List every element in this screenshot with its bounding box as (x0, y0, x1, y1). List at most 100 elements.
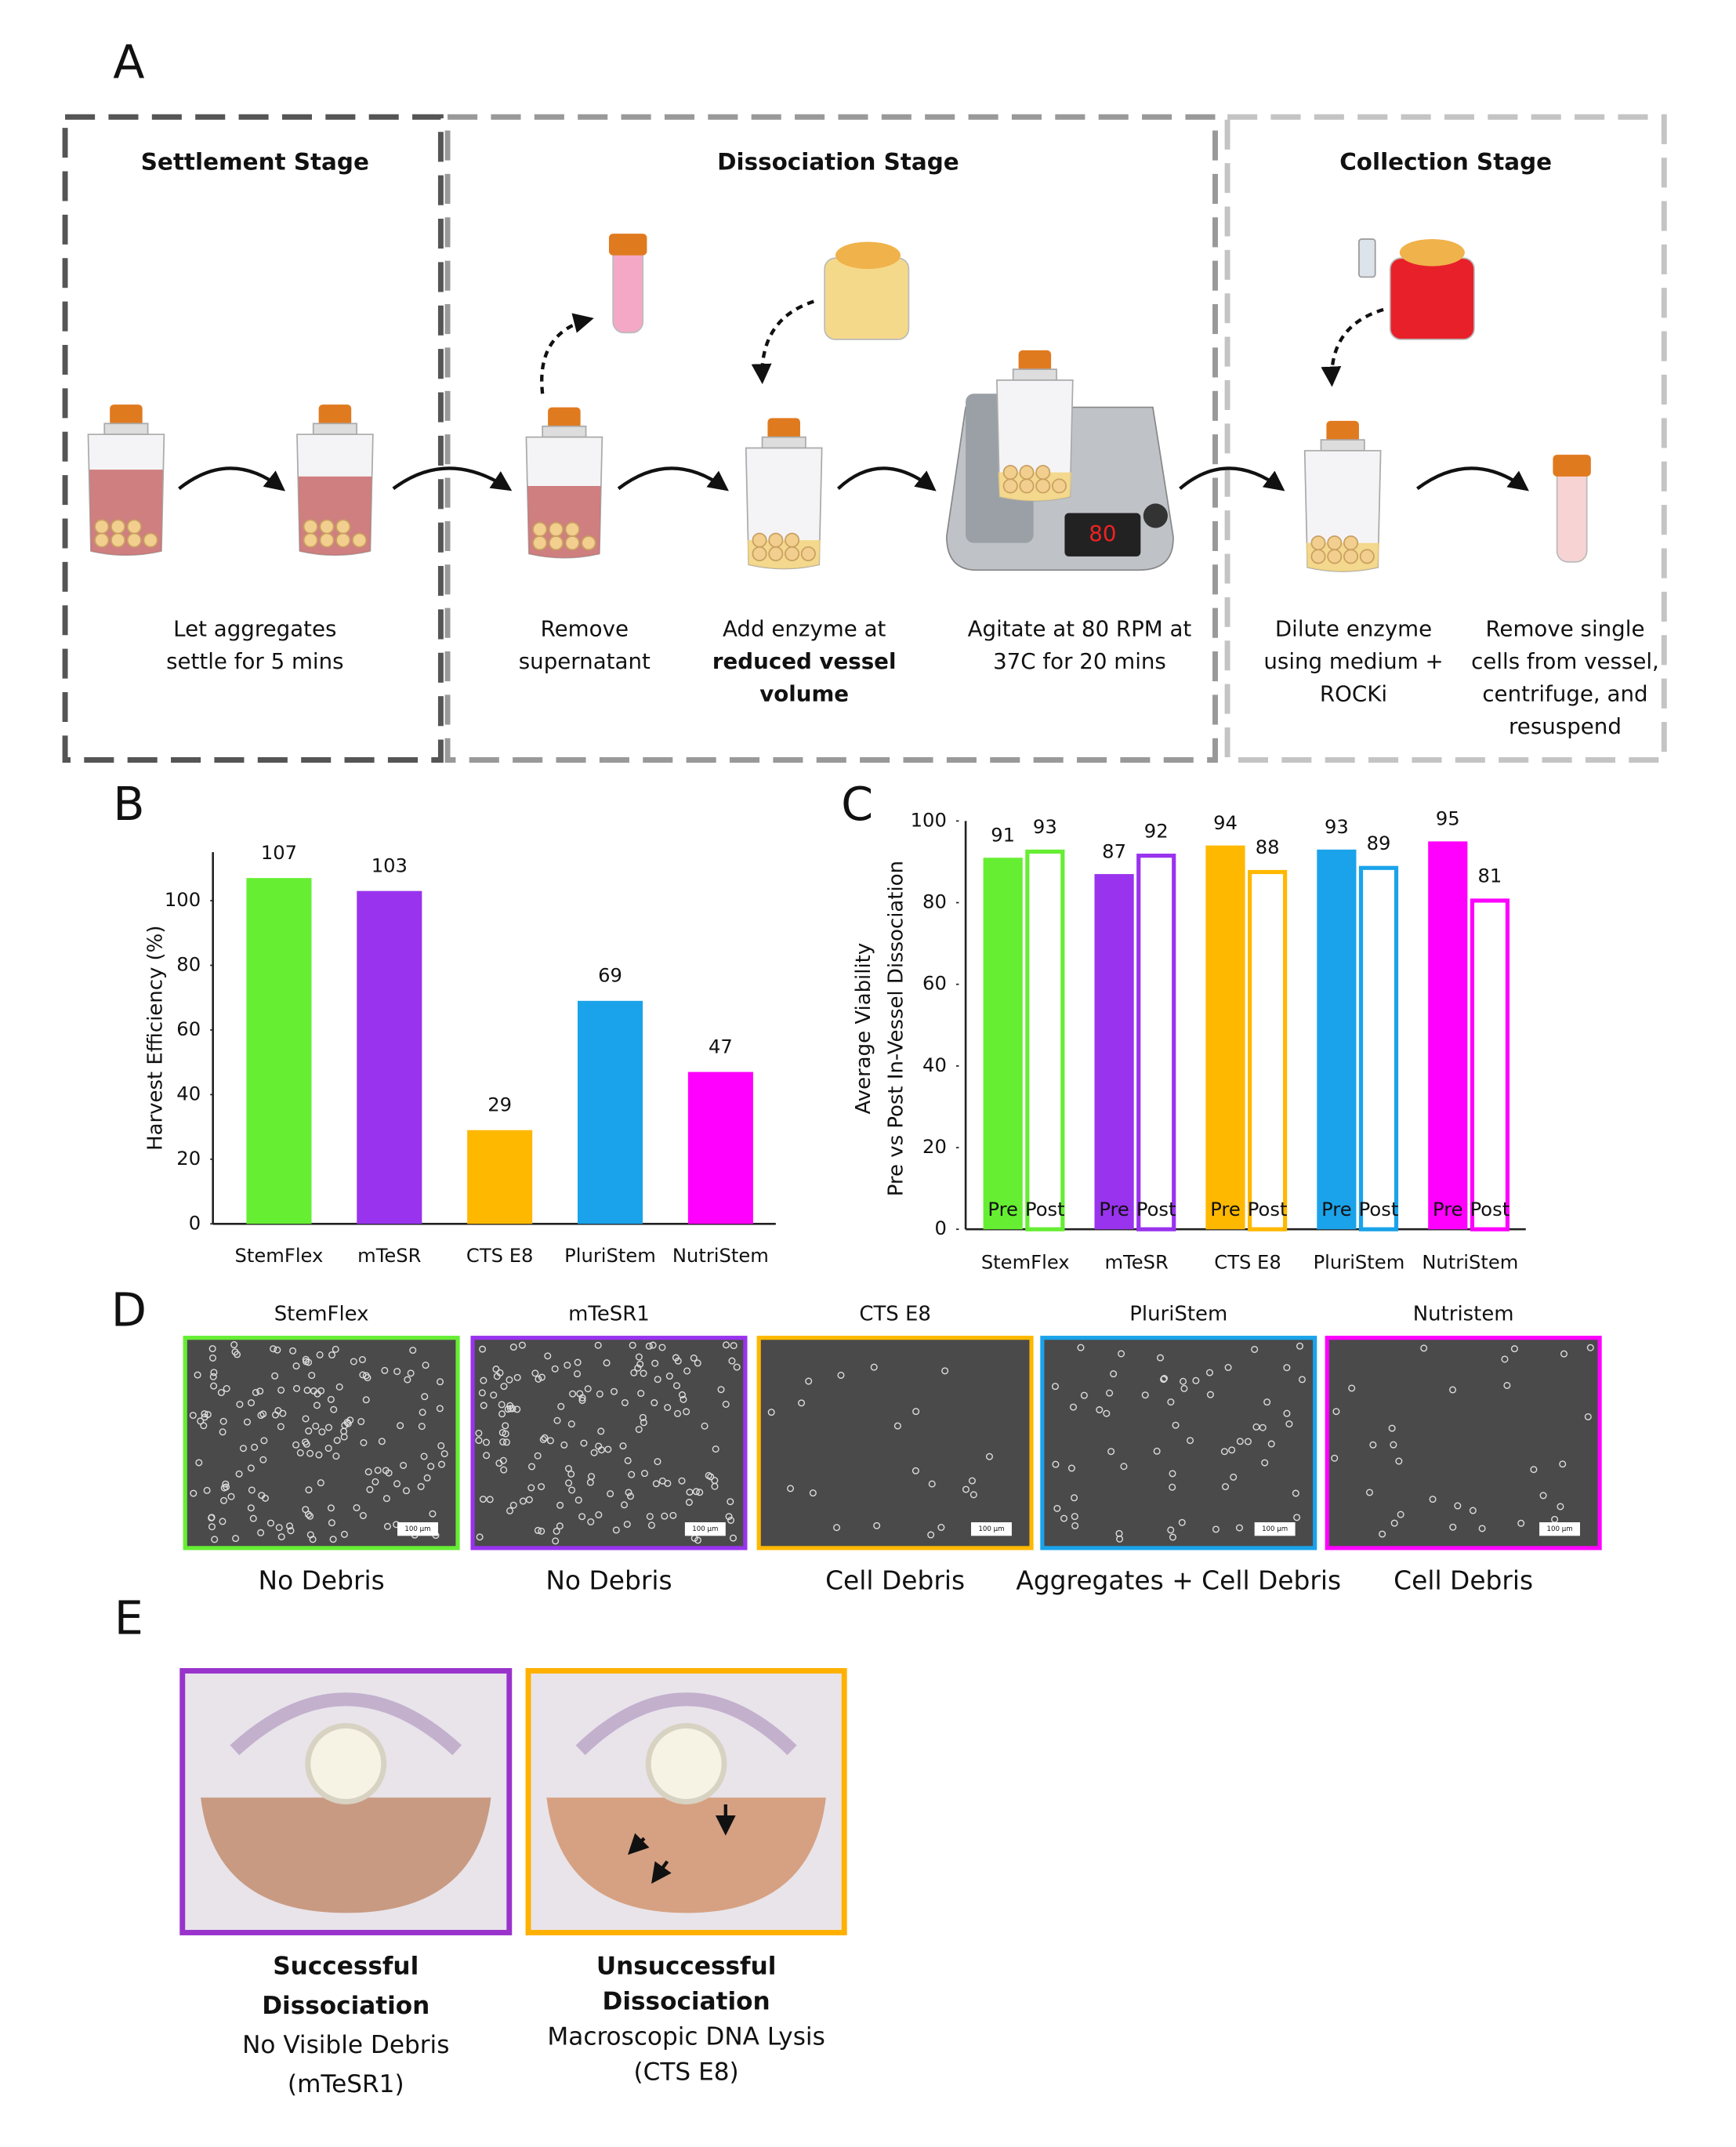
cell (293, 1384, 301, 1392)
cell (927, 1531, 935, 1539)
aggregate (1035, 478, 1051, 494)
cell (1501, 1355, 1509, 1363)
cell (664, 1479, 672, 1487)
neck (103, 423, 149, 436)
cell (574, 1370, 582, 1378)
cell (248, 1486, 256, 1494)
cell (647, 1521, 655, 1529)
cell (626, 1492, 634, 1500)
cap (548, 407, 581, 430)
cell (417, 1482, 425, 1490)
cell (580, 1439, 588, 1447)
cell (1503, 1381, 1511, 1389)
cell (292, 1362, 300, 1370)
cell (194, 1371, 201, 1379)
cell (1069, 1403, 1077, 1411)
cell (623, 1521, 631, 1529)
arrow (836, 466, 937, 491)
cell (208, 1523, 216, 1531)
y-tick-label: 80 (176, 953, 201, 975)
cell (607, 1490, 614, 1498)
cell (248, 1399, 256, 1407)
liquid (998, 472, 1072, 501)
series-label: Pre (1433, 1199, 1463, 1220)
cell (189, 1412, 197, 1420)
series-label: Post (1359, 1199, 1399, 1220)
cell (1469, 1507, 1477, 1514)
aggregate (111, 532, 126, 548)
aggregate (768, 546, 784, 561)
cell (382, 1495, 390, 1503)
stage-title: Dissociation Stage (717, 149, 959, 176)
cell (665, 1373, 673, 1380)
cell (538, 1483, 545, 1491)
cell (312, 1422, 320, 1430)
cell (1263, 1398, 1271, 1406)
cell (490, 1391, 498, 1399)
cell (634, 1364, 642, 1372)
cell (482, 1438, 490, 1446)
cell (595, 1511, 603, 1519)
cell (531, 1369, 539, 1377)
cap (318, 404, 352, 426)
aggregate (303, 519, 318, 535)
cell (429, 1510, 437, 1518)
cell (409, 1347, 417, 1355)
image-title: CTS E8 (859, 1303, 931, 1326)
bar (578, 1000, 643, 1224)
cell (546, 1437, 554, 1445)
x-tick-label: mTeSR (1104, 1251, 1169, 1273)
value-label: 93 (1033, 816, 1057, 838)
cell (1071, 1513, 1078, 1521)
cell (308, 1372, 316, 1380)
impeller (575, 1692, 797, 1755)
image-title: StemFlex (274, 1303, 369, 1326)
cell (730, 1342, 738, 1350)
cell (358, 1356, 366, 1364)
cell (680, 1395, 687, 1403)
cell (640, 1470, 648, 1478)
cell (1388, 1424, 1396, 1432)
aggregate (532, 521, 548, 537)
cell (232, 1535, 240, 1543)
x-tick-label: CTS E8 (1214, 1251, 1281, 1273)
bar (357, 890, 422, 1224)
cell (210, 1369, 218, 1376)
scale-bar-bg (1539, 1522, 1580, 1536)
cell (1141, 1391, 1149, 1399)
y-tick-label: 40 (922, 1054, 947, 1076)
cell (324, 1423, 332, 1431)
charts: 0 20 40 60 80 100 StemFlex 107 mTeSR 103 CTS E8 29 P… (165, 808, 1518, 1274)
cell (628, 1471, 636, 1478)
cell (534, 1526, 542, 1534)
cell (402, 1487, 410, 1495)
y-tick-label: 40 (176, 1083, 201, 1104)
cell (499, 1438, 507, 1445)
cell (612, 1526, 620, 1534)
cell (639, 1413, 647, 1421)
aggregate (319, 519, 335, 535)
cell (1060, 1514, 1068, 1522)
step-text: ROCKi (1320, 680, 1387, 706)
cell (1103, 1409, 1111, 1417)
cell (1560, 1350, 1568, 1358)
cell (502, 1422, 509, 1430)
cell (729, 1534, 737, 1542)
aggregate (1310, 535, 1326, 551)
y-tick-label: 60 (922, 973, 947, 995)
cell (1107, 1448, 1115, 1456)
cell (1077, 1344, 1085, 1351)
cell (1586, 1344, 1594, 1351)
cell (1259, 1423, 1267, 1431)
cell (652, 1480, 660, 1488)
scale-bar-bg (971, 1522, 1012, 1536)
value-label: 29 (487, 1094, 512, 1116)
cell (672, 1382, 680, 1390)
cell (1332, 1408, 1340, 1416)
cell (645, 1342, 653, 1350)
scale-bar: 100 µm (978, 1525, 1004, 1533)
step-text: Agitate at 80 RPM at (968, 615, 1192, 641)
cell (597, 1446, 605, 1454)
x-tick-label: StemFlex (235, 1245, 324, 1267)
cell (1053, 1504, 1061, 1512)
